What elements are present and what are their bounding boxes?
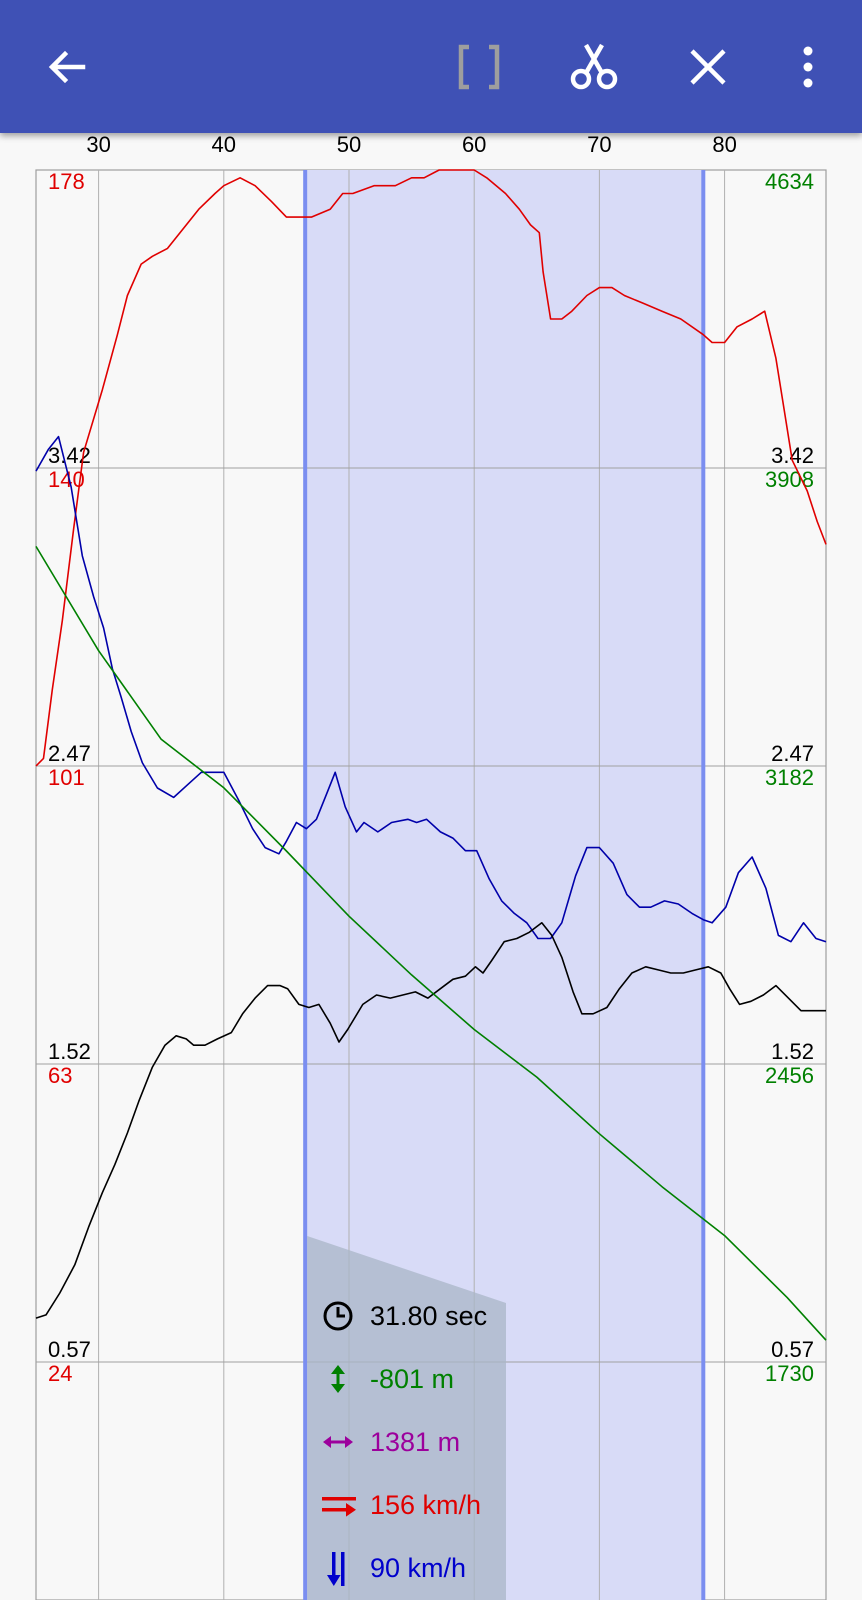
right-black-tick-label: 3.42 (771, 443, 814, 468)
x-tick-label: 50 (337, 133, 361, 157)
clock-icon (320, 1298, 356, 1334)
right-black-tick-label: 0.57 (771, 1337, 814, 1362)
x-tick-label: 40 (212, 133, 236, 157)
right-black-tick-label: 2.47 (771, 741, 814, 766)
left-black-tick-label: 2.47 (48, 741, 91, 766)
track-chart[interactable]: 30 40 50 60 70 8017814010163243.422.471.520.5… (0, 133, 862, 1600)
left-red-tick-label: 63 (48, 1063, 72, 1088)
back-button[interactable] (22, 22, 112, 112)
more-vert-icon (803, 46, 813, 88)
close-button[interactable] (663, 22, 753, 112)
x-tick-label: 60 (462, 133, 486, 157)
vertical-speed-icon (320, 1550, 356, 1586)
stat-value: 31.80 sec (370, 1301, 488, 1331)
left-black-tick-label: 0.57 (48, 1337, 91, 1362)
series-line-green-3 (35, 545, 827, 1341)
right-green-tick-label: 3182 (765, 765, 814, 790)
x-tick-label: 70 (587, 133, 611, 157)
right-green-tick-label: 1730 (765, 1361, 814, 1386)
series-line-black-1 (35, 435, 827, 943)
left-red-tick-label: 178 (48, 169, 85, 194)
right-green-tick-label: 2456 (765, 1063, 814, 1088)
stat-value: 156 km/h (370, 1490, 482, 1520)
stats-panel (307, 1236, 506, 1600)
left-black-tick-label: 3.42 (48, 443, 91, 468)
x-tick-label: 30 (86, 133, 110, 157)
series-line-black-2 (35, 922, 826, 1319)
left-red-tick-label: 24 (48, 1361, 72, 1386)
left-red-tick-label: 101 (48, 765, 85, 790)
more-button[interactable] (763, 22, 853, 112)
x-tick-label: 80 (712, 133, 736, 157)
left-black-tick-label: 1.52 (48, 1039, 91, 1064)
close-icon (690, 49, 726, 85)
bracket-icon (458, 44, 500, 90)
cut-button[interactable] (549, 22, 639, 112)
right-green-tick-label: 4634 (765, 169, 814, 194)
vertical-arrows-icon (320, 1361, 356, 1397)
horizontal-arrows-icon (320, 1424, 356, 1460)
arrow-left-icon (48, 50, 86, 84)
app-toolbar (0, 0, 862, 133)
stat-value: 90 km/h (370, 1553, 467, 1583)
stat-value: -801 m (370, 1364, 455, 1394)
series-line-red-0 (35, 169, 827, 767)
scissors-icon (570, 43, 618, 90)
horizontal-speed-icon (320, 1487, 356, 1523)
right-black-tick-label: 1.52 (771, 1039, 814, 1064)
bracket-button[interactable] (434, 22, 524, 112)
stat-value: 1381 m (370, 1427, 461, 1457)
